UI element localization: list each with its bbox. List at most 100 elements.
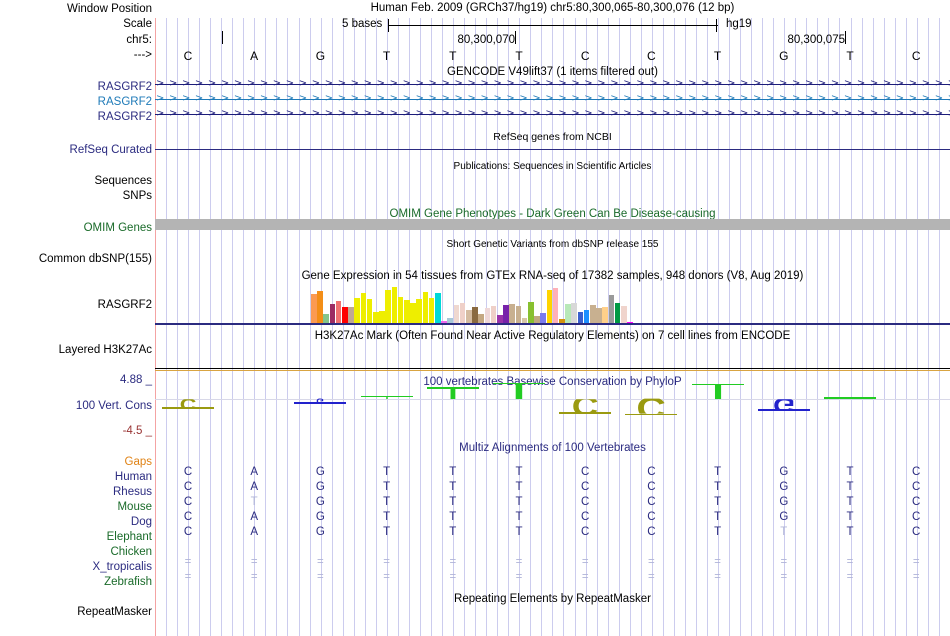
gtex-bar[interactable]: [596, 308, 602, 324]
gtex-bar[interactable]: [453, 305, 460, 324]
label-snps[interactable]: SNPs: [122, 190, 152, 202]
gtex-bar[interactable]: [366, 299, 373, 324]
gtex-expression-chart[interactable]: [155, 285, 950, 324]
label-elephant[interactable]: Elephant: [106, 531, 152, 543]
phylop-conservation-track[interactable]: CGTTTCCTGT: [155, 368, 950, 430]
label-omim-genes[interactable]: OMIM Genes: [83, 222, 152, 234]
grid-line: [585, 18, 587, 636]
multiz-base-elephant: C: [581, 526, 590, 538]
gtex-bar[interactable]: [608, 295, 615, 324]
multiz-base-human: G: [779, 466, 789, 478]
label-gaps[interactable]: Gaps: [124, 456, 153, 468]
strand-arrows-icon: >>>>>>>>>>>>>>>>>>>>>>>>>>>>>>>>>>>>>>>>…: [156, 93, 950, 104]
gtex-bar[interactable]: [521, 318, 528, 324]
label-common-dbsnp[interactable]: Common dbSNP(155): [38, 253, 152, 265]
label-refseq-curated[interactable]: RefSeq Curated: [69, 144, 152, 156]
label-window-position[interactable]: Window Position: [66, 3, 152, 15]
gtex-bar[interactable]: [416, 299, 422, 324]
title-gencode-title: GENCODE V49lift37 (1 items filtered out): [447, 66, 658, 78]
gtex-bar[interactable]: [490, 306, 497, 324]
label-gencode-3[interactable]: RASGRF2: [97, 111, 152, 123]
gtex-bar[interactable]: [546, 290, 553, 324]
label-gencode-2[interactable]: RASGRF2: [97, 96, 152, 108]
grid-line: [166, 18, 167, 636]
gtex-bar[interactable]: [621, 306, 627, 324]
gtex-bar[interactable]: [540, 313, 546, 324]
multiz-base-rhesus: A: [250, 481, 259, 493]
h3k27ac-track-line: [155, 369, 950, 371]
gtex-bar[interactable]: [515, 306, 522, 324]
gtex-bar[interactable]: [577, 312, 584, 324]
gtex-bar[interactable]: [534, 316, 540, 324]
gtex-bar[interactable]: [466, 310, 472, 324]
gencode-transcript-3[interactable]: >>>>>>>>>>>>>>>>>>>>>>>>>>>>>>>>>>>>>>>>…: [155, 108, 950, 120]
multiz-base-rhesus: G: [315, 481, 325, 493]
label-chrom[interactable]: chr5:: [126, 34, 152, 46]
gtex-bar[interactable]: [373, 312, 379, 324]
refseq-curated-line[interactable]: [155, 149, 950, 151]
label-chicken[interactable]: Chicken: [110, 546, 152, 558]
assembly-short-label: hg19: [726, 18, 752, 30]
gtex-bar[interactable]: [435, 293, 441, 324]
gtex-bar[interactable]: [459, 303, 466, 324]
gtex-bar[interactable]: [391, 287, 398, 324]
gtex-bar[interactable]: [354, 298, 360, 324]
label-zebrafish[interactable]: Zebrafish: [104, 576, 152, 588]
gtex-bar[interactable]: [552, 288, 559, 324]
gtex-bar[interactable]: [571, 303, 577, 324]
gtex-bar[interactable]: [379, 311, 385, 324]
gtex-bar[interactable]: [614, 303, 621, 324]
grid-line: [817, 18, 819, 636]
label-cons-min[interactable]: -4.5 _: [122, 425, 152, 437]
multiz-base-rhesus: G: [779, 481, 789, 493]
multiz-base-zebrafish: =: [515, 571, 523, 583]
gtex-bar[interactable]: [590, 305, 596, 324]
gtex-bar[interactable]: [565, 304, 571, 324]
label-gencode-1[interactable]: RASGRF2: [97, 81, 152, 93]
gtex-bar[interactable]: [503, 305, 509, 324]
gtex-bar[interactable]: [348, 307, 354, 324]
gtex-bar[interactable]: [317, 291, 323, 324]
label-layered-h3k27ac[interactable]: Layered H3K27Ac: [58, 344, 152, 356]
gtex-bar[interactable]: [602, 307, 608, 324]
omim-gene-bar[interactable]: [155, 219, 950, 230]
label-x-tropicalis[interactable]: X_tropicalis: [92, 561, 152, 573]
gtex-bar[interactable]: [342, 307, 348, 324]
gtex-bar[interactable]: [441, 321, 447, 324]
label-dog[interactable]: Dog: [130, 516, 152, 528]
gtex-bar[interactable]: [528, 302, 534, 324]
gtex-bar[interactable]: [447, 318, 453, 324]
label-repeatmasker[interactable]: RepeatMasker: [77, 606, 152, 618]
gtex-bar[interactable]: [323, 314, 329, 324]
gtex-bar[interactable]: [484, 308, 491, 324]
gtex-bar[interactable]: [497, 315, 503, 324]
gtex-bar[interactable]: [404, 300, 410, 324]
label-rhesus[interactable]: Rhesus: [113, 486, 152, 498]
gtex-bar[interactable]: [385, 290, 391, 324]
gtex-bar[interactable]: [509, 304, 515, 324]
grid-line: [530, 18, 532, 636]
multiz-base-x_tropicalis: =: [184, 556, 192, 568]
gencode-transcript-1[interactable]: >>>>>>>>>>>>>>>>>>>>>>>>>>>>>>>>>>>>>>>>…: [155, 78, 950, 90]
gtex-bar[interactable]: [472, 307, 478, 324]
gtex-bar[interactable]: [397, 297, 404, 324]
label-cons-max[interactable]: 4.88 _: [120, 374, 152, 386]
gtex-bar[interactable]: [410, 303, 416, 324]
label-strand[interactable]: --->: [133, 49, 152, 61]
label-human[interactable]: Human: [114, 471, 152, 483]
label-scale[interactable]: Scale: [123, 18, 152, 30]
gtex-bar[interactable]: [478, 314, 484, 324]
gtex-bar[interactable]: [329, 304, 336, 324]
gtex-bar[interactable]: [422, 292, 429, 324]
gtex-bar[interactable]: [335, 301, 342, 324]
label-sequences[interactable]: Sequences: [94, 175, 152, 187]
gencode-transcript-2[interactable]: >>>>>>>>>>>>>>>>>>>>>>>>>>>>>>>>>>>>>>>>…: [155, 93, 950, 105]
gtex-bar[interactable]: [360, 293, 367, 324]
gtex-bar[interactable]: [583, 310, 590, 324]
label-mouse[interactable]: Mouse: [117, 501, 152, 513]
label-gtex-rasgrf2[interactable]: RASGRF2: [97, 299, 152, 311]
label-vert-cons[interactable]: 100 Vert. Cons: [75, 400, 152, 412]
gtex-bar[interactable]: [559, 319, 565, 324]
gtex-bar[interactable]: [428, 298, 435, 324]
gtex-bar[interactable]: [311, 294, 317, 324]
